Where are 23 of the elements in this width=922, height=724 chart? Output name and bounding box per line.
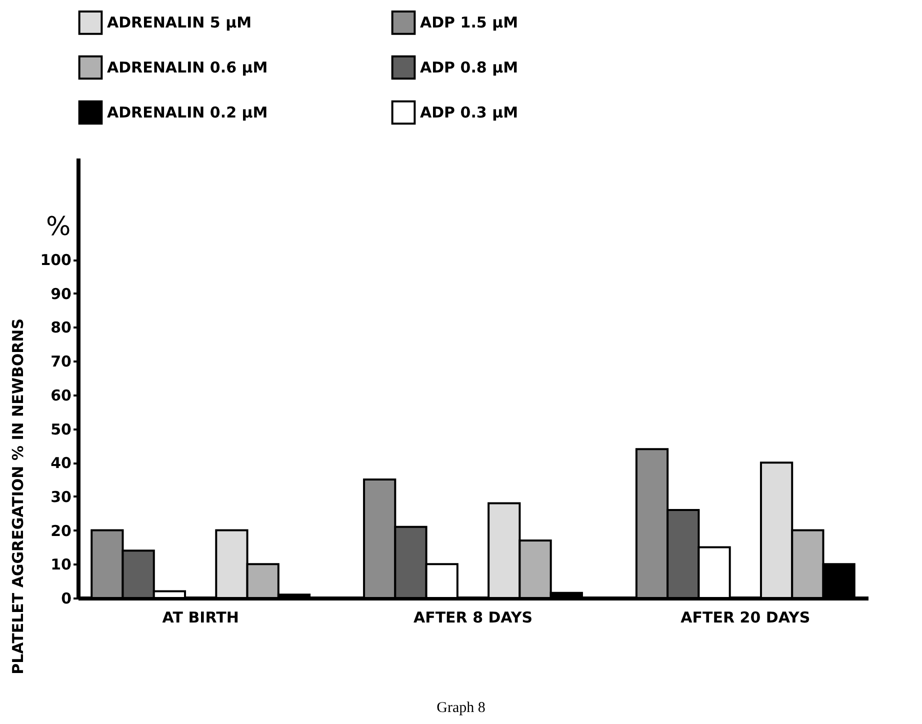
text: % [46,212,71,242]
y-tick-label: 30 [50,488,72,506]
y-tick-label: 20 [50,522,72,540]
legend-label: ADRENALIN 0.6 μM [107,58,268,76]
y-tick-label: 100 [40,251,72,270]
legend-label: ADP 1.5 μM [420,14,518,32]
legend-label: ADRENALIN 5 μM [107,14,252,32]
y-tick-label: 90 [50,284,72,303]
y-axis-title: PLATELET AGGREGATION % IN NEWBORNS [9,318,28,674]
y-tick-label: 10 [50,556,72,574]
caption: Graph 8 [436,700,486,717]
x-tick-label: AFTER 20 DAYS [680,608,810,626]
legend-label: ADP 0.3 μM [420,104,518,122]
legend-label: ADP 0.8 μM [420,58,518,76]
legend-label: ADRENALIN 0.2 μM [107,104,268,122]
y-tick-label: 40 [50,454,72,472]
y-tick-label: 70 [50,352,72,371]
x-tick-label: AFTER 8 DAYS [413,608,533,626]
y-tick-label: 50 [50,420,72,438]
y-tick-label: 80 [50,318,72,337]
y-tick-label: 60 [50,386,72,404]
y-tick-label: 0 [61,590,72,608]
x-tick-label: AT BIRTH [162,608,239,626]
